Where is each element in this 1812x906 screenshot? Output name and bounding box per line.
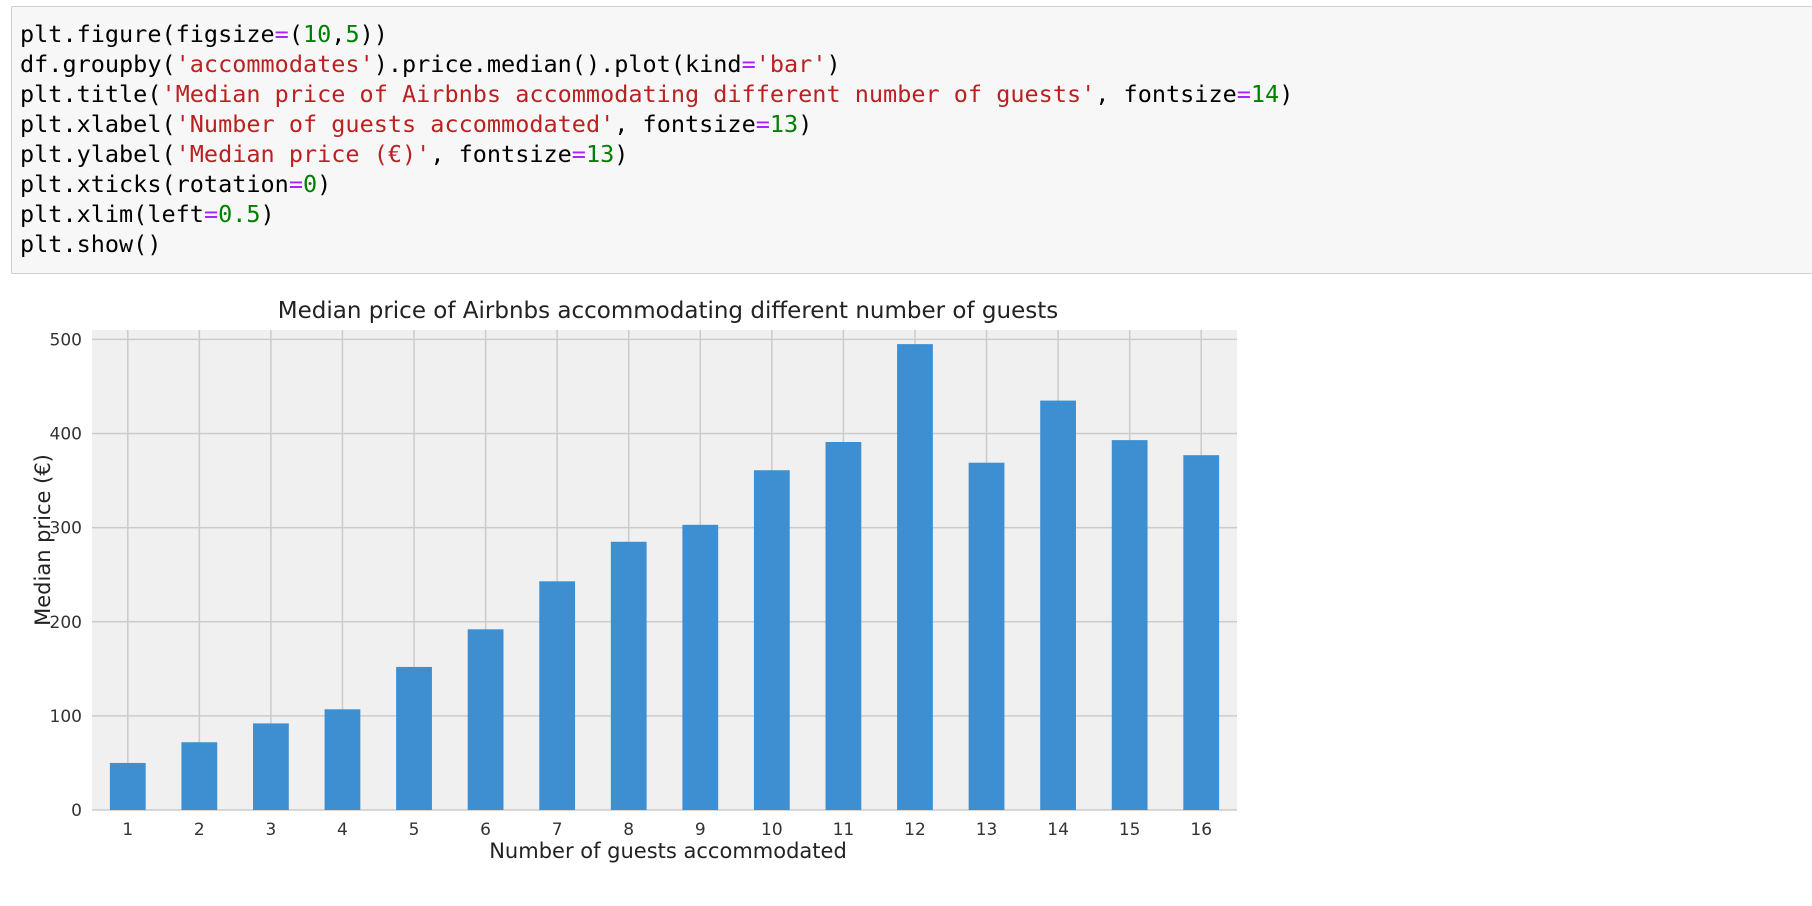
code-line: plt.show() — [20, 229, 1293, 259]
code-token: )) — [359, 20, 388, 48]
code-line: plt.ylabel('Median price (€)', fontsize=… — [20, 139, 1293, 169]
code-token: 13 — [769, 110, 799, 138]
y-tick-label: 0 — [71, 801, 82, 821]
x-tick-label: 12 — [904, 820, 926, 840]
chart-output: Median price of Airbnbs accommodating di… — [0, 290, 1300, 902]
bar — [1040, 400, 1076, 810]
code-token: 'Median price of Airbnbs accommodating d… — [161, 80, 1096, 108]
bar — [181, 742, 218, 810]
code-editor[interactable]: plt.figure(figsize=(10,5)) df.groupby('ac… — [20, 19, 1293, 259]
x-tick-labels: 1 2 3 4 5 6 7 8 9 10 11 12 13 14 15 16 — [122, 820, 1212, 840]
code-cell[interactable]: plt.figure(figsize=(10,5)) df.groupby('ac… — [11, 6, 1812, 274]
code-token: plt.xlabel( — [20, 110, 176, 138]
x-tick-label: 15 — [1119, 820, 1141, 840]
code-token: 'Median price (€)' — [175, 140, 431, 168]
code-token: 'Number of guests accommodated' — [175, 110, 615, 138]
code-token: 'bar' — [755, 50, 827, 78]
x-tick-label: 6 — [480, 820, 491, 840]
bar — [968, 462, 1005, 810]
x-tick-label: 16 — [1190, 820, 1212, 840]
code-token: plt.show() — [20, 230, 162, 258]
bar — [1111, 440, 1148, 810]
x-tick-label: 2 — [194, 820, 205, 840]
x-tick-label: 11 — [833, 820, 855, 840]
code-token: , fontsize — [430, 140, 572, 168]
bar — [682, 524, 719, 810]
y-tick-label: 300 — [50, 519, 82, 539]
code-token: ) — [317, 170, 332, 198]
bar — [109, 762, 146, 810]
x-tick-label: 5 — [409, 820, 420, 840]
x-tick-label: 3 — [265, 820, 276, 840]
code-token: plt.xlim(left — [20, 200, 204, 228]
y-tick-label: 100 — [50, 707, 82, 727]
code-token: = — [741, 50, 756, 78]
x-tick-label: 4 — [337, 820, 348, 840]
chart-title: Median price of Airbnbs accommodating di… — [278, 298, 1058, 324]
code-token: 14 — [1250, 80, 1280, 108]
code-line: plt.xlim(left=0.5) — [20, 199, 1293, 229]
code-token: 0.5 — [218, 200, 261, 228]
code-token: ( — [288, 20, 303, 48]
code-token: ) — [798, 110, 813, 138]
bar — [897, 344, 933, 810]
x-tick-label: 9 — [695, 820, 706, 840]
bar — [539, 581, 576, 810]
bar — [467, 629, 504, 810]
x-tick-label: 14 — [1047, 820, 1069, 840]
bar — [610, 541, 647, 810]
x-tick-label: 13 — [976, 820, 998, 840]
code-token: plt.xticks(rotation — [20, 170, 289, 198]
code-token: ) — [826, 50, 841, 78]
bar — [253, 723, 289, 810]
code-token: = — [755, 110, 770, 138]
x-tick-label: 7 — [552, 820, 563, 840]
code-token: = — [274, 20, 289, 48]
y-tick-label: 200 — [50, 613, 82, 633]
bar-chart: Median price of Airbnbs accommodating di… — [31, 298, 1237, 863]
code-line: plt.title('Median price of Airbnbs accom… — [20, 79, 1293, 109]
code-token: 0 — [302, 170, 318, 198]
bar — [1183, 455, 1220, 810]
code-token: ) — [260, 200, 275, 228]
bar — [825, 442, 862, 810]
code-token: , fontsize — [614, 110, 756, 138]
code-token: = — [571, 140, 586, 168]
code-token: = — [203, 200, 219, 228]
code-token: ).price.median().plot(kind — [373, 50, 742, 78]
code-token: 'accommodates' — [175, 50, 374, 78]
bars — [109, 344, 1220, 810]
code-token: = — [1236, 80, 1251, 108]
y-tick-label: 400 — [50, 425, 82, 445]
y-tick-label: 500 — [50, 330, 82, 350]
code-token: ) — [614, 140, 629, 168]
bar — [324, 709, 361, 810]
code-line: plt.xlabel('Number of guests accommodate… — [20, 109, 1293, 139]
code-token: ) — [1279, 80, 1294, 108]
code-token: 10 — [302, 20, 332, 48]
code-token: plt.figure(figsize — [20, 20, 275, 48]
code-token: plt.title( — [20, 80, 162, 108]
code-token: , fontsize — [1095, 80, 1237, 108]
code-token: = — [288, 170, 303, 198]
code-token: 5 — [345, 20, 360, 48]
x-tick-label: 10 — [761, 820, 783, 840]
y-axis-label: Median price (€) — [31, 454, 55, 626]
y-tick-labels: 0 100 200 300 400 500 — [50, 330, 82, 821]
bar — [753, 470, 790, 810]
bar — [396, 666, 432, 810]
code-token: 13 — [585, 140, 615, 168]
code-token: plt.ylabel( — [20, 140, 176, 168]
code-token: df.groupby( — [20, 50, 176, 78]
x-axis-label: Number of guests accommodated — [489, 839, 847, 863]
code-line: plt.xticks(rotation=0) — [20, 169, 1293, 199]
code-line: plt.figure(figsize=(10,5)) — [20, 19, 1293, 49]
code-line: df.groupby('accommodates').price.median(… — [20, 49, 1293, 79]
x-tick-label: 1 — [122, 820, 133, 840]
x-tick-label: 8 — [623, 820, 634, 840]
code-token: , — [331, 20, 346, 48]
